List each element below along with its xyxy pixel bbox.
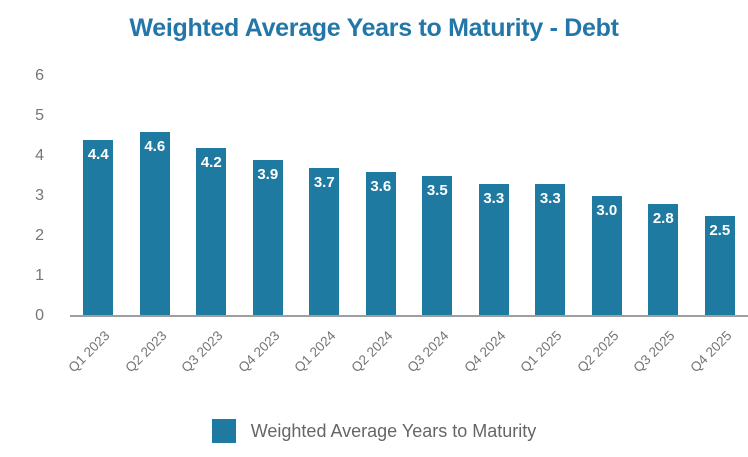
x-axis-labels: Q1 2023 Q2 2023 Q3 2023 Q4 2023 Q1 2024 Q2 20… — [66, 318, 748, 404]
bar-q1-2025[interactable]: 3.3 — [535, 184, 566, 316]
bar-slot: 3.7 — [296, 76, 353, 316]
x-axis-tick-label: Q3 2024 — [404, 328, 452, 376]
bar-value-label: 2.5 — [709, 222, 731, 239]
bar-slot: 3.5 — [409, 76, 466, 316]
legend-label: Weighted Average Years to Maturity — [250, 420, 537, 441]
bar-slot: 2.8 — [635, 76, 692, 316]
bar-value-label: 3.5 — [426, 182, 448, 199]
bar-value-label: 3.9 — [257, 166, 279, 183]
y-axis-tick-label: 4 — [35, 147, 44, 164]
x-axis-tick-label: Q4 2024 — [461, 328, 509, 376]
bar-slot: 3.3 — [466, 76, 523, 316]
bar-slot: 2.5 — [692, 76, 748, 316]
bar-q2-2024[interactable]: 3.6 — [365, 172, 396, 316]
bar-q2-2023[interactable]: 4.6 — [139, 132, 170, 316]
x-axis-tick-label: Q4 2025 — [687, 328, 735, 376]
bar-slot: 3.6 — [353, 76, 410, 316]
chart-title: Weighted Average Years to Maturity - Deb… — [129, 14, 619, 42]
x-axis-tick-label: Q4 2023 — [235, 328, 283, 376]
bar-value-label: 4.6 — [144, 138, 166, 155]
bar-q3-2024[interactable]: 3.5 — [422, 176, 453, 316]
y-axis-tick-label: 3 — [35, 187, 44, 204]
bar-value-label: 3.3 — [539, 190, 561, 207]
plot-area: 4.4 4.6 4.2 3.9 3.7 3.6 3.5 3.3 3.3 3.0 2.8 2.5 — [70, 76, 748, 316]
bar-slot: 4.2 — [183, 76, 240, 316]
x-axis-tick-label: Q3 2025 — [630, 328, 678, 376]
bar-q1-2024[interactable]: 3.7 — [309, 168, 340, 316]
bar-q4-2024[interactable]: 3.3 — [478, 184, 509, 316]
y-axis-tick-label: 6 — [35, 67, 44, 84]
x-axis-tick-label: Q1 2024 — [291, 328, 339, 376]
bar-q4-2023[interactable]: 3.9 — [252, 160, 283, 316]
y-axis-tick-label: 2 — [35, 227, 44, 244]
bar-q3-2025[interactable]: 2.8 — [648, 204, 679, 316]
bar-value-label: 3.3 — [483, 190, 505, 207]
x-axis-tick-label: Q1 2023 — [65, 328, 113, 376]
x-axis-tick-label: Q3 2023 — [178, 328, 226, 376]
x-axis-tick-label: Q2 2025 — [574, 328, 622, 376]
y-axis-tick-label: 0 — [35, 307, 44, 324]
bar-slot: 4.4 — [70, 76, 127, 316]
bar-q4-2025[interactable]: 2.5 — [704, 216, 735, 316]
bar-slot: 4.6 — [127, 76, 184, 316]
x-axis-tick-label: Q2 2023 — [122, 328, 170, 376]
bar-value-label: 3.7 — [313, 174, 335, 191]
bar-value-label: 3.6 — [370, 178, 392, 195]
bar-slot: 3.9 — [240, 76, 297, 316]
x-axis-tick-label: Q1 2025 — [517, 328, 565, 376]
bar-q2-2025[interactable]: 3.0 — [591, 196, 622, 316]
legend-swatch-icon — [211, 419, 236, 443]
y-axis-tick-label: 5 — [35, 107, 44, 124]
bar-value-label: 4.4 — [87, 146, 109, 163]
bar-slot: 3.0 — [579, 76, 636, 316]
y-axis-tick-label: 1 — [35, 267, 44, 284]
x-axis-line — [70, 315, 748, 317]
bar-q1-2023[interactable]: 4.4 — [83, 140, 114, 316]
legend[interactable]: Weighted Average Years to Maturity — [0, 419, 748, 443]
bar-value-label: 3.0 — [596, 202, 618, 219]
bar-slot: 3.3 — [522, 76, 579, 316]
bar-value-label: 2.8 — [652, 210, 674, 227]
bar-q3-2023[interactable]: 4.2 — [196, 148, 227, 316]
x-axis-tick-label: Q2 2024 — [348, 328, 396, 376]
bar-value-label: 4.2 — [200, 154, 222, 171]
